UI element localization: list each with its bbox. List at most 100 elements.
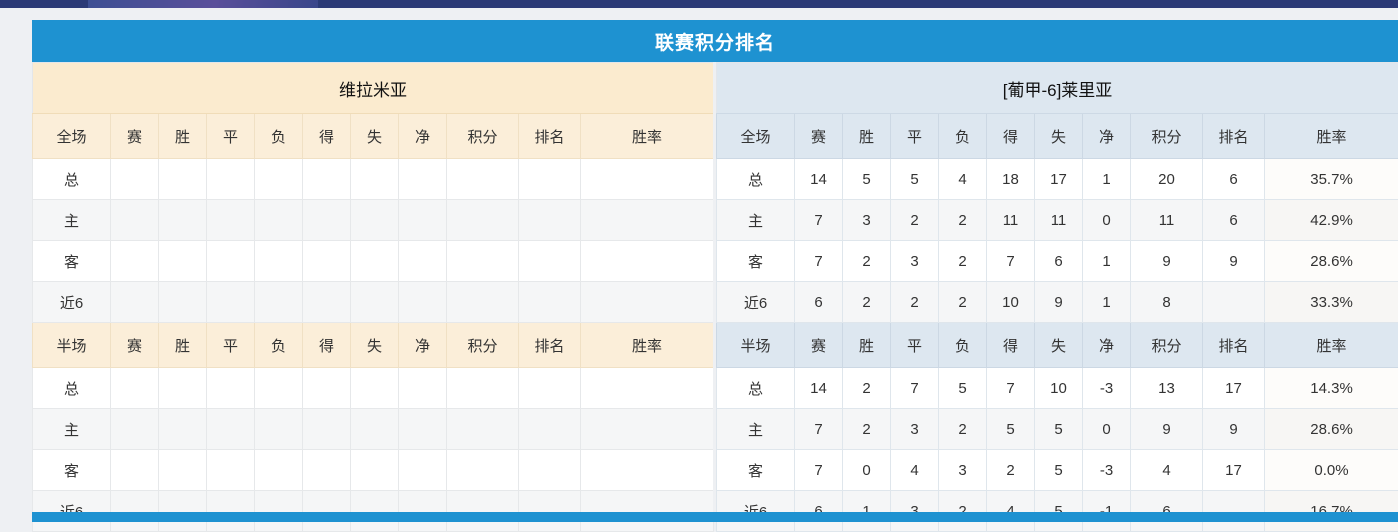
table-row: 主 (33, 409, 714, 450)
cell-赛 (111, 409, 159, 450)
cell-得: 5 (987, 409, 1035, 450)
cell-胜: 2 (843, 368, 891, 409)
cell-胜率 (581, 491, 714, 532)
cell-平: 4 (891, 450, 939, 491)
cell-胜 (159, 282, 207, 323)
team-name[interactable]: 维拉米亚 (33, 63, 714, 114)
cell-负: 4 (939, 159, 987, 200)
cell-积分: 6 (1131, 491, 1203, 532)
column-header-2: 平 (207, 323, 255, 368)
column-header-5: 失 (351, 114, 399, 159)
cell-胜率 (581, 282, 714, 323)
row-label: 近6 (717, 491, 795, 532)
table-row: 总 (33, 368, 714, 409)
column-header-2: 平 (891, 323, 939, 368)
cell-得: 2 (987, 450, 1035, 491)
column-header-7: 积分 (447, 114, 519, 159)
cell-胜: 2 (843, 241, 891, 282)
cell-得 (303, 491, 351, 532)
cell-排名: 17 (1203, 450, 1265, 491)
cell-负: 5 (939, 368, 987, 409)
row-label: 近6 (717, 282, 795, 323)
row-label: 客 (717, 450, 795, 491)
column-header-6: 净 (1083, 323, 1131, 368)
column-header-4: 得 (987, 323, 1035, 368)
row-label: 近6 (33, 282, 111, 323)
cell-平: 3 (891, 491, 939, 532)
row-label: 客 (33, 450, 111, 491)
cell-得: 4 (987, 491, 1035, 532)
cell-得: 7 (987, 241, 1035, 282)
cell-赛: 7 (795, 241, 843, 282)
row-label: 近6 (33, 491, 111, 532)
cell-失: 10 (1035, 368, 1083, 409)
team-name[interactable]: [葡甲-6]莱里亚 (717, 63, 1398, 114)
bottom-accent-bar (32, 512, 1398, 522)
cell-胜率: 0.0% (1265, 450, 1398, 491)
cell-净 (399, 200, 447, 241)
column-header-5: 失 (1035, 323, 1083, 368)
column-header-3: 负 (255, 323, 303, 368)
column-header-4: 得 (987, 114, 1035, 159)
column-header-6: 净 (1083, 114, 1131, 159)
cell-排名: 17 (1203, 368, 1265, 409)
cell-平: 5 (891, 159, 939, 200)
column-header-3: 负 (939, 323, 987, 368)
cell-赛 (111, 200, 159, 241)
cell-平 (207, 159, 255, 200)
cell-净 (399, 241, 447, 282)
cell-失 (351, 368, 399, 409)
cell-得 (303, 450, 351, 491)
column-header-1: 胜 (843, 114, 891, 159)
cell-赛 (111, 491, 159, 532)
cell-胜 (159, 200, 207, 241)
table-row: 近6 (33, 491, 714, 532)
cell-平: 2 (891, 282, 939, 323)
cell-积分: 11 (1131, 200, 1203, 241)
cell-胜: 3 (843, 200, 891, 241)
cell-积分 (447, 450, 519, 491)
cell-赛: 6 (795, 491, 843, 532)
cell-失: 5 (1035, 491, 1083, 532)
cell-平 (207, 409, 255, 450)
cell-排名 (519, 241, 581, 282)
cell-胜 (159, 368, 207, 409)
top-band-sheen (88, 0, 318, 8)
cell-净: 1 (1083, 282, 1131, 323)
cell-胜 (159, 241, 207, 282)
cell-平 (207, 491, 255, 532)
cell-积分: 20 (1131, 159, 1203, 200)
cell-胜率 (581, 368, 714, 409)
cell-赛 (111, 241, 159, 282)
cell-平: 7 (891, 368, 939, 409)
cell-胜率 (581, 241, 714, 282)
cell-胜率 (581, 159, 714, 200)
cell-净 (399, 450, 447, 491)
cell-排名 (519, 450, 581, 491)
cell-胜率: 33.3% (1265, 282, 1398, 323)
cell-排名 (519, 368, 581, 409)
column-header-scope: 全场 (717, 114, 795, 159)
column-header-9: 胜率 (1265, 323, 1398, 368)
cell-净 (399, 368, 447, 409)
cell-积分: 13 (1131, 368, 1203, 409)
column-header-scope: 半场 (717, 323, 795, 368)
cell-失: 6 (1035, 241, 1083, 282)
column-header-1: 胜 (159, 323, 207, 368)
cell-失 (351, 450, 399, 491)
table-row: 总 (33, 159, 714, 200)
cell-赛: 7 (795, 409, 843, 450)
row-label: 主 (33, 200, 111, 241)
column-header-9: 胜率 (581, 114, 714, 159)
cell-失: 11 (1035, 200, 1083, 241)
cell-净: 0 (1083, 200, 1131, 241)
cell-赛: 14 (795, 368, 843, 409)
